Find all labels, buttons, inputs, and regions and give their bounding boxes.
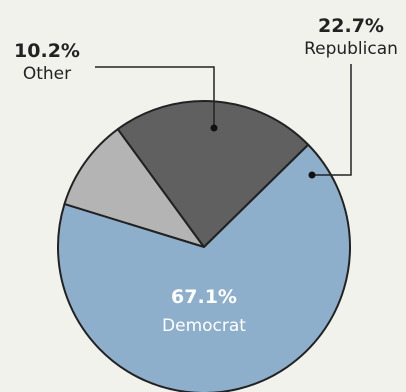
democrat-category-label: Democrat <box>162 316 246 336</box>
other-leader-line <box>95 66 215 128</box>
pie-slice-democrat <box>57 143 351 392</box>
other-percent-label: 10.2% <box>14 40 80 62</box>
pie-slice-other <box>63 128 205 248</box>
other-leader-dot <box>210 124 218 132</box>
leader-lines-layer <box>95 64 352 179</box>
democrat-percent-label: 67.1% <box>171 286 237 308</box>
republican-leader-dot <box>308 171 316 179</box>
republican-percent-label: 22.7% <box>318 15 384 37</box>
republican-category-label: Republican <box>304 39 398 59</box>
pie-slice-republican <box>116 100 310 248</box>
slices-layer <box>57 100 351 392</box>
other-category-label: Other <box>23 64 71 84</box>
republican-leader-line <box>312 64 352 176</box>
